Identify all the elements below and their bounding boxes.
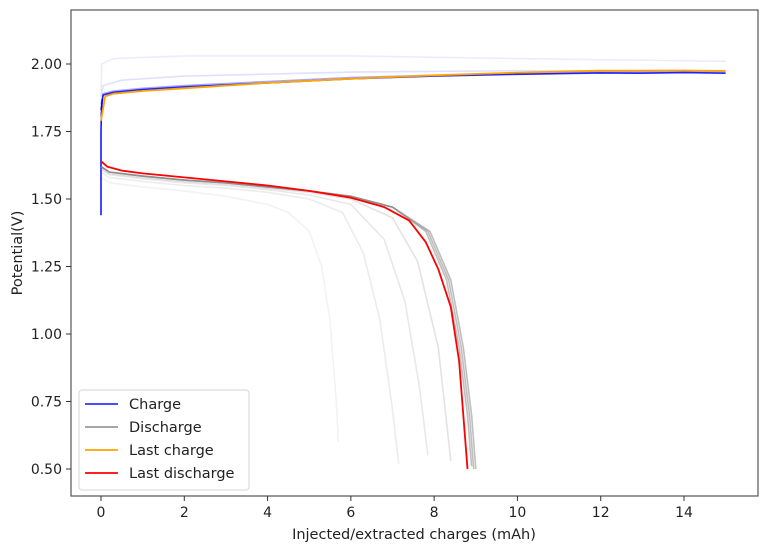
y-axis: 0.50 0.75 1.00 1.25 1.50 1.75 2.00 (31, 57, 71, 478)
x-tick-label: 10 (509, 505, 527, 521)
x-tick-label: 6 (346, 505, 355, 521)
x-tick-label: 0 (97, 505, 106, 521)
x-axis-label: Injected/extracted charges (mAh) (292, 527, 536, 543)
series-line-discharge (100, 176, 340, 443)
series-layer (100, 55, 726, 470)
y-tick-label: 1.50 (31, 192, 62, 208)
series-line-charge (100, 55, 726, 92)
series-line-discharge (100, 167, 452, 461)
y-tick-label: 2.00 (31, 57, 62, 73)
y-tick-label: 1.00 (31, 327, 62, 343)
x-tick-label: 12 (592, 505, 610, 521)
y-tick-label: 0.75 (31, 395, 62, 411)
series-line-charge (100, 99, 103, 216)
legend-label: Last discharge (129, 466, 235, 482)
y-tick-label: 1.25 (31, 260, 62, 276)
series-line-last-discharge (100, 160, 469, 470)
axes-frame (70, 9, 759, 497)
x-tick-label: 2 (180, 505, 189, 521)
legend-label: Discharge (129, 420, 202, 436)
legend-label: Charge (129, 397, 181, 413)
x-tick-label: 8 (430, 505, 439, 521)
x-tick-label: 4 (263, 505, 272, 521)
y-tick-label: 0.50 (31, 462, 62, 478)
series-line-discharge (100, 171, 400, 464)
legend: Charge Discharge Last charge Last discharge (78, 389, 250, 491)
series-line-charge (100, 69, 726, 97)
x-axis: 0 2 4 6 8 10 12 14 (97, 496, 693, 521)
legend-box (78, 389, 250, 491)
series-line-last-charge (100, 69, 726, 121)
x-tick-label: 14 (675, 505, 693, 521)
y-tick-label: 1.75 (31, 125, 62, 141)
y-axis-label: Potential(V) (10, 211, 26, 296)
legend-label: Last charge (129, 443, 214, 459)
series-line-discharge (100, 168, 429, 456)
series-line-charge (100, 70, 726, 105)
